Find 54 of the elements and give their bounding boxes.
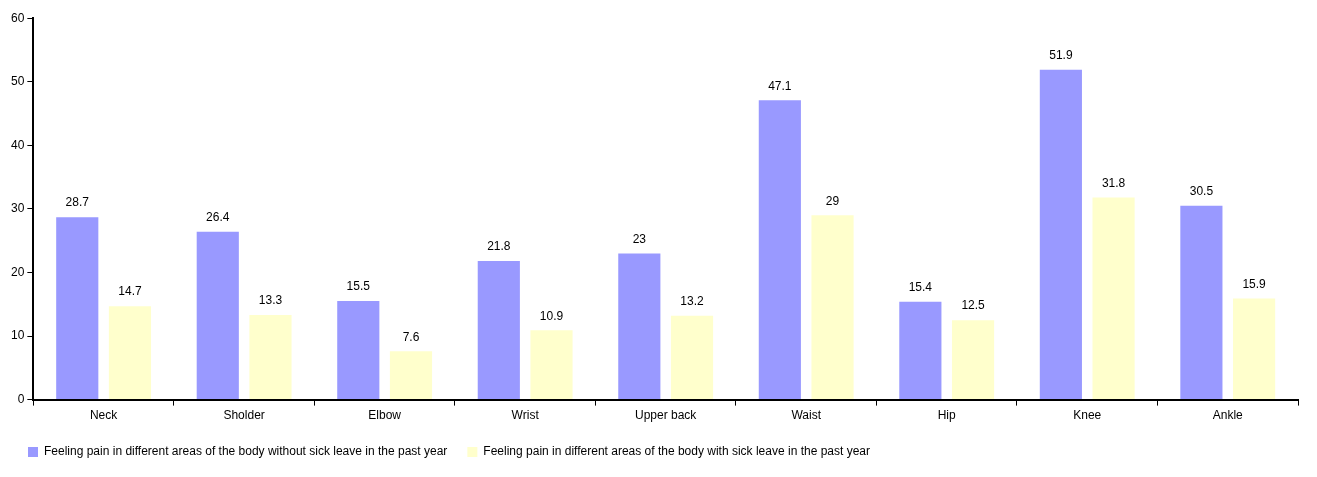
data-label: 14.7 <box>118 284 142 299</box>
bar <box>1233 298 1276 400</box>
bar <box>899 301 942 400</box>
bar <box>249 315 292 400</box>
data-label: 7.6 <box>402 329 420 344</box>
bar <box>337 301 380 400</box>
x-tick-label: Wrist <box>511 408 540 423</box>
y-tick-label: 0 <box>17 391 25 406</box>
bar <box>670 315 714 400</box>
data-label: 31.8 <box>1101 175 1126 190</box>
data-label: 15.9 <box>1242 276 1267 291</box>
legend-label: Feeling pain in different areas of the body without sick leave in the past year <box>44 444 448 459</box>
x-tick-label: Waist <box>791 408 822 423</box>
data-label: 28.7 <box>65 195 90 210</box>
data-label: 10.9 <box>539 308 564 323</box>
data-label: 13.3 <box>258 293 283 308</box>
data-label: 13.2 <box>680 294 705 308</box>
data-label: 30.5 <box>1189 184 1214 199</box>
data-label: 26.4 <box>206 210 230 225</box>
x-tick-label: Knee <box>1073 408 1102 423</box>
x-tick-label: Upper back <box>634 408 698 423</box>
bar <box>530 330 573 400</box>
bar <box>1180 205 1223 400</box>
data-label: 23 <box>632 231 647 246</box>
y-tick-label: 50 <box>10 74 25 89</box>
bar <box>1092 197 1135 400</box>
y-tick-label: 60 <box>10 10 25 25</box>
data-label: 47.1 <box>768 78 792 93</box>
data-label: 51.9 <box>1049 48 1073 62</box>
bar <box>758 100 801 400</box>
bar <box>108 306 152 400</box>
x-tick-label: Elbow <box>368 408 402 423</box>
data-label: 12.5 <box>961 298 986 313</box>
data-label: 29 <box>825 193 840 208</box>
bar <box>951 320 995 400</box>
x-tick-label: Sholder <box>223 408 265 423</box>
bar <box>389 351 433 400</box>
bar <box>1039 69 1082 400</box>
bar <box>477 261 520 400</box>
bar <box>618 253 661 400</box>
data-label: 21.8 <box>487 239 511 254</box>
y-tick-label: 40 <box>10 137 25 152</box>
bar <box>196 231 239 400</box>
y-tick-label: 10 <box>10 328 25 343</box>
data-label: 15.5 <box>346 279 371 294</box>
x-tick-label: Ankle <box>1212 408 1244 423</box>
legend-label: Feeling pain in different areas of the body with sick leave in the past year <box>483 444 871 459</box>
bar <box>56 217 99 400</box>
y-tick-label: 30 <box>10 201 25 216</box>
x-tick-label: Neck <box>89 408 119 423</box>
bar <box>811 215 854 400</box>
x-tick-label: Hip <box>937 408 957 423</box>
y-tick-label: 20 <box>10 264 25 279</box>
data-label: 15.4 <box>908 280 933 295</box>
